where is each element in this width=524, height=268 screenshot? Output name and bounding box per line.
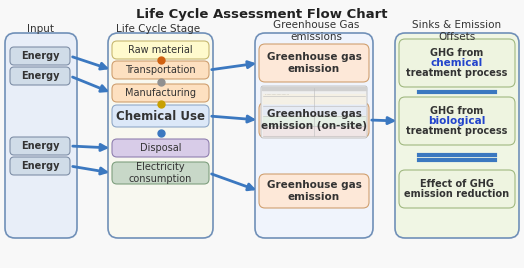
Polygon shape (262, 87, 366, 90)
FancyBboxPatch shape (259, 44, 369, 82)
FancyBboxPatch shape (112, 61, 209, 79)
Text: GHG from: GHG from (430, 106, 484, 117)
Polygon shape (263, 127, 365, 136)
FancyBboxPatch shape (10, 47, 70, 65)
Text: Input: Input (27, 24, 53, 34)
FancyBboxPatch shape (112, 41, 209, 59)
FancyBboxPatch shape (255, 33, 373, 238)
Text: Life Cycle Stage: Life Cycle Stage (116, 24, 200, 34)
Text: treatment process: treatment process (406, 68, 508, 77)
Text: Energy: Energy (21, 51, 59, 61)
FancyBboxPatch shape (112, 84, 209, 102)
FancyBboxPatch shape (112, 162, 209, 184)
Text: Greenhouse gas
emission: Greenhouse gas emission (267, 180, 362, 202)
Text: Raw material: Raw material (128, 45, 193, 55)
Text: Electricity
consumption: Electricity consumption (129, 162, 192, 184)
Text: treatment process: treatment process (406, 125, 508, 136)
Text: Effect of GHG: Effect of GHG (420, 179, 494, 189)
Text: Energy: Energy (21, 71, 59, 81)
Text: Disposal: Disposal (140, 143, 181, 153)
FancyBboxPatch shape (399, 97, 515, 145)
FancyBboxPatch shape (112, 139, 209, 157)
Text: biological: biological (428, 116, 486, 126)
Polygon shape (263, 116, 365, 125)
Text: Energy: Energy (21, 161, 59, 171)
Text: Energy: Energy (21, 141, 59, 151)
Text: Chemical Use: Chemical Use (116, 110, 205, 122)
FancyBboxPatch shape (259, 102, 369, 137)
Text: Greenhouse Gas
emissions: Greenhouse Gas emissions (273, 20, 359, 42)
FancyBboxPatch shape (10, 67, 70, 85)
FancyBboxPatch shape (395, 33, 519, 238)
FancyBboxPatch shape (5, 33, 77, 238)
FancyBboxPatch shape (108, 33, 213, 238)
Text: Greenhouse gas
emission (on-site): Greenhouse gas emission (on-site) (261, 109, 367, 131)
Polygon shape (263, 94, 365, 103)
Text: chemical: chemical (431, 58, 483, 68)
FancyBboxPatch shape (10, 157, 70, 175)
Polygon shape (263, 105, 365, 114)
FancyBboxPatch shape (10, 137, 70, 155)
Text: emission reduction: emission reduction (405, 189, 509, 199)
Text: Manufacturing: Manufacturing (125, 88, 196, 98)
Text: Greenhouse gas
emission: Greenhouse gas emission (267, 52, 362, 74)
FancyBboxPatch shape (399, 39, 515, 87)
Text: Sinks & Emission
Offsets: Sinks & Emission Offsets (412, 20, 501, 42)
FancyBboxPatch shape (399, 170, 515, 208)
Text: ····················: ···················· (265, 93, 290, 97)
FancyBboxPatch shape (261, 86, 367, 138)
Text: Transportation: Transportation (125, 65, 196, 75)
FancyBboxPatch shape (112, 105, 209, 127)
Text: GHG from: GHG from (430, 49, 484, 58)
Text: Life Cycle Assessment Flow Chart: Life Cycle Assessment Flow Chart (136, 8, 388, 21)
FancyBboxPatch shape (259, 174, 369, 208)
